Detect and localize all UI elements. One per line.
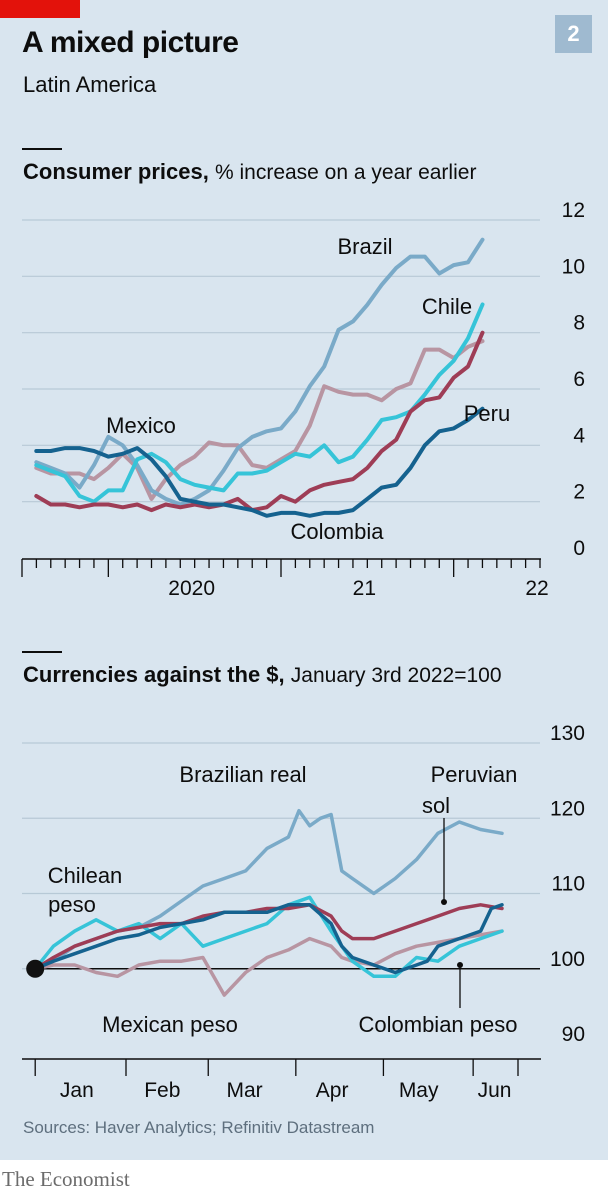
cpi-series-brazil (34, 237, 485, 507)
cpi-x-tick-label: 21 (353, 577, 376, 600)
cpi-y-tick-label: 6 (573, 368, 585, 391)
source-note: Sources: Haver Analytics; Refinitiv Data… (23, 1118, 375, 1137)
chart-panel (0, 0, 608, 1160)
currencies-title-unit: January 3rd 2022=100 (290, 664, 502, 687)
cpi-label-colombia: Colombia (291, 519, 385, 544)
economist-logo: The Economist (2, 1167, 130, 1191)
brand-red-tab (0, 0, 80, 18)
fx-label-peruvian: Peruvian (431, 762, 518, 787)
consumer-prices-title-unit: % increase on a year earlier (214, 161, 477, 184)
fx-x-tick-label: May (399, 1079, 439, 1102)
cpi-y-tick-label: 0 (573, 537, 585, 560)
cpi-y-tick-label: 2 (573, 481, 585, 504)
cpi-label-chile: Chile (422, 294, 472, 319)
fx-label-chilean: Chilean (48, 863, 123, 888)
fx-x-tick-label: Apr (316, 1079, 349, 1102)
cpi-series-colombia (34, 406, 485, 518)
cpi-series-mexico (34, 339, 485, 501)
section-rule-consumer-prices (22, 148, 62, 150)
fx-label-brazilian-real: Brazilian real (179, 762, 306, 787)
fx-series-colombia (33, 903, 504, 975)
cpi-y-tick-label: 4 (573, 424, 585, 447)
cpi-y-tick-label: 10 (562, 255, 585, 278)
consumer-prices-title-bold: Consumer prices, (23, 159, 209, 184)
cpi-series-peru (34, 330, 485, 513)
fx-label-colombian-peso: Colombian peso (359, 1012, 518, 1037)
fx-x-tick-label: Jun (478, 1079, 512, 1102)
fx-label-mexican-peso: Mexican peso (102, 1012, 238, 1037)
fx-y-tick-label: 130 (550, 722, 585, 745)
currencies-title-bold: Currencies against the $, (23, 662, 285, 687)
fx-label-sol: sol (422, 793, 450, 818)
fx-x-tick-label: Jan (60, 1079, 94, 1102)
page-title: A mixed picture (22, 26, 239, 59)
cpi-label-peru: Peru (464, 401, 510, 426)
fx-y-tick-label: 90 (562, 1023, 585, 1046)
cpi-label-brazil: Brazil (337, 234, 392, 259)
cpi-y-tick-label: 8 (573, 312, 585, 335)
page-subtitle: Latin America (23, 72, 157, 97)
fx-series-mexico (33, 929, 504, 997)
fx-leader-colombian-dot (457, 962, 463, 968)
fx-label-peso: peso (48, 892, 96, 917)
section-rule-currencies (22, 651, 62, 653)
fx-y-tick-label: 110 (552, 873, 585, 896)
fx-leader-sol-dot (441, 899, 447, 905)
fx-x-tick-label: Feb (144, 1079, 180, 1102)
fx-x-tick-label: Mar (226, 1079, 262, 1102)
cpi-x-tick-label: 22 (525, 577, 548, 600)
fx-series-chile (33, 895, 504, 979)
currencies-title: Currencies against the $, January 3rd 20… (23, 662, 502, 688)
cpi-label-mexico: Mexico (106, 413, 176, 438)
cpi-x-tick-label: 2020 (168, 577, 215, 600)
fx-start-dot (26, 959, 45, 978)
chart-number-badge: 2 (555, 15, 592, 53)
fx-y-tick-label: 120 (550, 797, 585, 820)
cpi-y-tick-label: 12 (562, 199, 585, 222)
consumer-prices-title: Consumer prices, % increase on a year ea… (23, 159, 476, 185)
fx-y-tick-label: 100 (550, 948, 585, 971)
